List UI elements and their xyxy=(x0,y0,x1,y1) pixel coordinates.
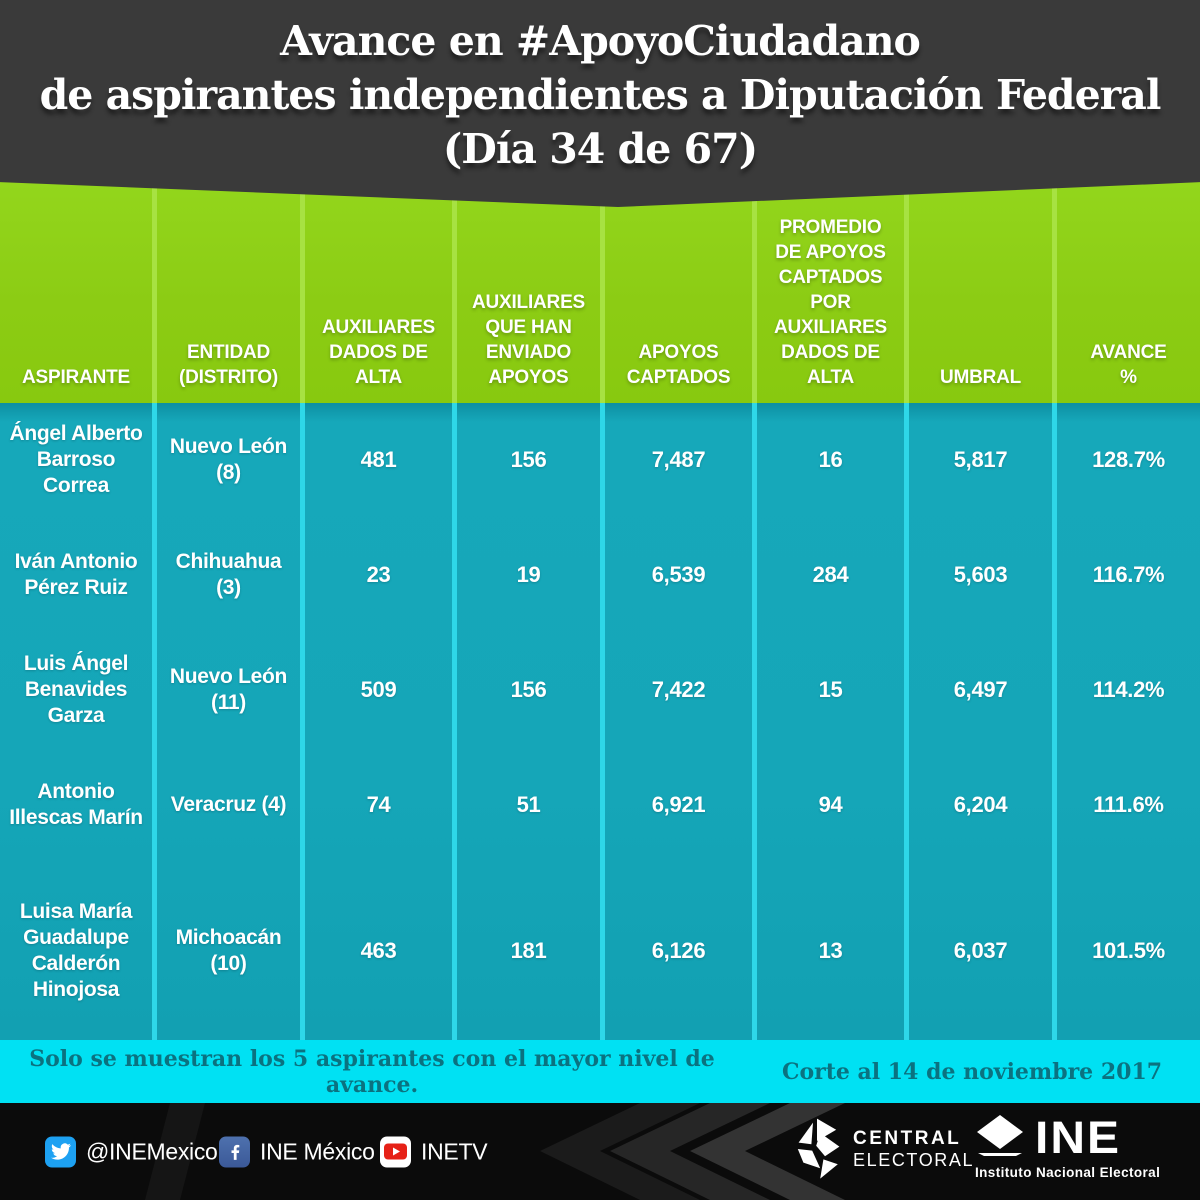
cell-promedio: 94 xyxy=(752,747,904,862)
cell-auxiliares-alta: 463 xyxy=(300,862,452,1040)
cell-aspirante: Iván Antonio Pérez Ruiz xyxy=(14,549,138,599)
youtube-channel-name: INETV xyxy=(421,1138,488,1164)
cell-aspirante: Luisa María Guadalupe Calderón Hinojosa xyxy=(19,900,133,1001)
facebook-account: INE México xyxy=(219,1136,375,1167)
facebook-f-icon xyxy=(231,1144,239,1160)
cutoff-date: Corte al 14 de noviembre 2017 xyxy=(781,1058,1163,1085)
ine-subtitle: Instituto Nacional Electoral xyxy=(975,1165,1161,1180)
facebook-page-name: INE México xyxy=(260,1138,375,1164)
cell-apoyos: 6,126 xyxy=(600,862,752,1040)
cell-aspirante: Luis Ángel Benavides Garza xyxy=(23,651,129,727)
central-electoral-wordmark: CENTRAL ELECTORAL xyxy=(853,1129,974,1169)
twitter-icon xyxy=(45,1136,76,1167)
cell-auxiliares-alta: 23 xyxy=(300,517,452,632)
cell-promedio: 13 xyxy=(752,862,904,1040)
title-line-1: Avance en #ApoyoCiudadano xyxy=(280,17,921,65)
central-electoral-line2: ELECTORAL xyxy=(853,1150,975,1170)
footnote-text: Solo se muestran los 5 aspirantes con el… xyxy=(29,1045,715,1098)
cell-entidad: Nuevo León (11) xyxy=(152,632,300,747)
cell-umbral: 5,817 xyxy=(904,403,1052,517)
table-header-row: ASPIRANTE ENTIDAD (DISTRITO) AUXILIARES … xyxy=(0,181,1200,403)
bottom-bar: @INEMexico INE México INETV xyxy=(0,1103,1200,1200)
cell-auxiliares-enviado: 181 xyxy=(452,862,600,1040)
title-line-2: de aspirantes independientes a Diputació… xyxy=(39,71,1162,119)
cell-entidad: Nuevo León (8) xyxy=(152,403,300,517)
column-header-aspirante: ASPIRANTE xyxy=(22,367,130,388)
cell-entidad: Veracruz (4) xyxy=(152,747,300,862)
youtube-account: INETV xyxy=(380,1136,488,1167)
central-electoral-logo: CENTRAL ELECTORAL xyxy=(793,1117,974,1181)
youtube-play-icon xyxy=(384,1143,407,1160)
table-row: Luisa María Guadalupe Calderón Hinojosa … xyxy=(0,862,1200,1040)
column-header-apoyos-captados: APOYOS CAPTADOS xyxy=(600,181,752,403)
footnote-band: Solo se muestran los 5 aspirantes con el… xyxy=(0,1040,1200,1103)
column-header-entidad: ENTIDAD (DISTRITO) xyxy=(152,181,300,403)
cell-avance: 111.6% xyxy=(1052,747,1200,862)
central-electoral-emblem-icon xyxy=(797,1118,840,1179)
table-row: Luis Ángel Benavides Garza Nuevo León (1… xyxy=(0,632,1200,747)
cell-promedio: 15 xyxy=(752,632,904,747)
cell-umbral: 5,603 xyxy=(904,517,1052,632)
column-header-auxiliares-enviado: AUXILIARES QUE HAN ENVIADO APOYOS xyxy=(452,181,600,403)
cell-apoyos: 6,921 xyxy=(600,747,752,862)
ine-ballot-diamond-icon xyxy=(977,1115,1023,1156)
cell-aspirante: Antonio Illescas Marín xyxy=(9,779,143,829)
cell-auxiliares-enviado: 156 xyxy=(452,403,600,517)
youtube-icon xyxy=(380,1136,411,1167)
cell-entidad: Michoacán (10) xyxy=(152,862,300,1040)
cell-umbral: 6,037 xyxy=(904,862,1052,1040)
central-electoral-line1: CENTRAL xyxy=(853,1128,962,1149)
chevron-decoration xyxy=(145,1103,845,1200)
facebook-icon xyxy=(219,1136,250,1167)
cell-entidad: Chihuahua (3) xyxy=(152,517,300,632)
ine-acronym: INE xyxy=(1035,1113,1122,1164)
table-row: Antonio Illescas Marín Veracruz (4) 74 5… xyxy=(0,747,1200,862)
cell-auxiliares-alta: 74 xyxy=(300,747,452,862)
twitter-account: @INEMexico xyxy=(45,1136,218,1167)
twitter-handle: @INEMexico xyxy=(86,1138,218,1164)
title-line-3: (Día 34 de 67) xyxy=(442,125,758,173)
column-header-promedio: PROMEDIO DE APOYOS CAPTADOS POR AUXILIAR… xyxy=(752,181,904,403)
cell-aspirante: Ángel Alberto Barroso Correa xyxy=(9,422,143,497)
cell-auxiliares-enviado: 51 xyxy=(452,747,600,862)
cell-avance: 116.7% xyxy=(1052,517,1200,632)
cell-avance: 114.2% xyxy=(1052,632,1200,747)
ine-logo: INE Instituto Nacional Electoral xyxy=(975,1115,1190,1180)
cell-auxiliares-enviado: 19 xyxy=(452,517,600,632)
table-row: Iván Antonio Pérez Ruiz Chihuahua (3) 23… xyxy=(0,517,1200,632)
cell-auxiliares-alta: 509 xyxy=(300,632,452,747)
column-header-avance: AVANCE % xyxy=(1052,181,1200,403)
column-header-auxiliares-alta: AUXILIARES DADOS DE ALTA xyxy=(300,181,452,403)
cell-apoyos: 7,487 xyxy=(600,403,752,517)
cell-promedio: 16 xyxy=(752,403,904,517)
cell-umbral: 6,497 xyxy=(904,632,1052,747)
cell-auxiliares-alta: 481 xyxy=(300,403,452,517)
cell-promedio: 284 xyxy=(752,517,904,632)
table-body: Ángel Alberto Barroso Correa Nuevo León … xyxy=(0,403,1200,1040)
cell-apoyos: 7,422 xyxy=(600,632,752,747)
twitter-bird-icon xyxy=(50,1143,71,1160)
cell-avance: 101.5% xyxy=(1052,862,1200,1040)
table-row: Ángel Alberto Barroso Correa Nuevo León … xyxy=(0,403,1200,517)
cell-auxiliares-enviado: 156 xyxy=(452,632,600,747)
title-banner: Avance en #ApoyoCiudadano de aspirantes … xyxy=(0,0,1200,207)
cell-avance: 128.7% xyxy=(1052,403,1200,517)
column-header-umbral: UMBRAL xyxy=(904,181,1052,403)
cell-apoyos: 6,539 xyxy=(600,517,752,632)
cell-umbral: 6,204 xyxy=(904,747,1052,862)
